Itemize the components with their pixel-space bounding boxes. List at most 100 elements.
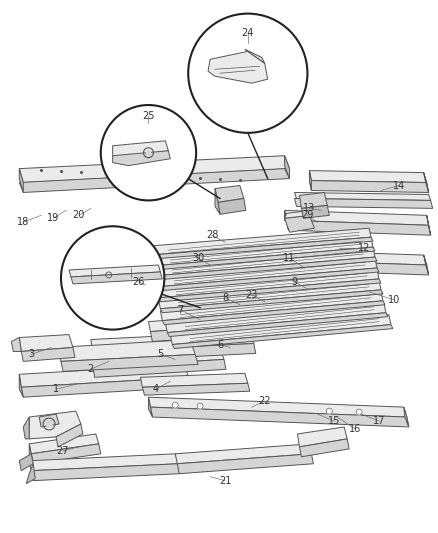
Polygon shape xyxy=(155,258,377,287)
Text: 20: 20 xyxy=(73,211,85,220)
Text: 3: 3 xyxy=(28,350,34,359)
Circle shape xyxy=(356,409,362,415)
Polygon shape xyxy=(427,215,431,235)
Polygon shape xyxy=(152,247,375,276)
Polygon shape xyxy=(113,141,168,159)
Polygon shape xyxy=(159,279,381,302)
Polygon shape xyxy=(160,290,383,313)
Polygon shape xyxy=(113,151,170,166)
Polygon shape xyxy=(285,211,311,219)
Circle shape xyxy=(197,403,203,409)
Polygon shape xyxy=(279,250,427,265)
Polygon shape xyxy=(91,348,224,367)
Polygon shape xyxy=(21,348,75,361)
Text: 23: 23 xyxy=(246,290,258,300)
Circle shape xyxy=(101,105,196,200)
Polygon shape xyxy=(142,383,250,395)
Polygon shape xyxy=(71,272,162,284)
Polygon shape xyxy=(170,314,391,344)
Polygon shape xyxy=(150,237,373,266)
Polygon shape xyxy=(91,332,254,351)
Text: 16: 16 xyxy=(349,424,361,434)
Circle shape xyxy=(61,226,164,329)
Circle shape xyxy=(172,402,178,408)
Polygon shape xyxy=(29,434,99,454)
Polygon shape xyxy=(404,407,409,427)
Circle shape xyxy=(46,421,52,427)
Polygon shape xyxy=(175,444,311,464)
Polygon shape xyxy=(294,192,431,200)
Polygon shape xyxy=(309,181,429,192)
Polygon shape xyxy=(155,257,377,280)
Polygon shape xyxy=(11,337,21,351)
Text: 26: 26 xyxy=(132,277,145,287)
Text: 13: 13 xyxy=(303,204,315,213)
Polygon shape xyxy=(69,265,160,277)
Polygon shape xyxy=(19,156,290,182)
Polygon shape xyxy=(309,171,311,190)
Text: 12: 12 xyxy=(358,243,370,253)
Polygon shape xyxy=(424,255,429,275)
Polygon shape xyxy=(215,185,244,203)
Text: 15: 15 xyxy=(328,416,340,426)
Polygon shape xyxy=(172,325,393,349)
Polygon shape xyxy=(148,397,407,417)
Text: 19: 19 xyxy=(47,213,59,223)
Polygon shape xyxy=(150,237,373,259)
Circle shape xyxy=(326,408,332,414)
Text: 1: 1 xyxy=(53,384,59,394)
Text: 29: 29 xyxy=(301,211,314,220)
Polygon shape xyxy=(167,313,388,336)
Polygon shape xyxy=(159,280,381,309)
Polygon shape xyxy=(215,189,220,214)
Text: 6: 6 xyxy=(217,340,223,350)
Polygon shape xyxy=(31,444,101,464)
Text: 25: 25 xyxy=(142,111,155,121)
Polygon shape xyxy=(31,464,180,481)
Text: 18: 18 xyxy=(17,217,29,227)
Circle shape xyxy=(146,151,150,155)
Polygon shape xyxy=(297,427,347,447)
Polygon shape xyxy=(156,269,379,298)
Text: 30: 30 xyxy=(192,253,204,263)
Polygon shape xyxy=(148,397,152,417)
Polygon shape xyxy=(148,312,288,332)
Polygon shape xyxy=(93,343,256,361)
Text: 5: 5 xyxy=(157,350,163,359)
Polygon shape xyxy=(160,291,383,321)
Polygon shape xyxy=(150,321,290,342)
Polygon shape xyxy=(156,268,379,291)
Polygon shape xyxy=(19,454,33,471)
Polygon shape xyxy=(19,365,188,387)
Text: 4: 4 xyxy=(152,384,159,394)
Circle shape xyxy=(188,14,307,133)
Text: 8: 8 xyxy=(222,293,228,303)
Polygon shape xyxy=(141,373,248,387)
Text: 24: 24 xyxy=(242,28,254,38)
Polygon shape xyxy=(285,156,290,179)
Polygon shape xyxy=(286,220,431,235)
Polygon shape xyxy=(29,411,81,439)
Polygon shape xyxy=(162,301,385,325)
Text: 28: 28 xyxy=(206,230,218,240)
Polygon shape xyxy=(150,407,409,427)
Text: 21: 21 xyxy=(219,475,231,486)
Polygon shape xyxy=(208,51,268,83)
Polygon shape xyxy=(61,354,198,372)
Text: 7: 7 xyxy=(177,305,184,314)
Text: 2: 2 xyxy=(88,365,94,374)
Text: 17: 17 xyxy=(373,416,385,426)
Polygon shape xyxy=(282,260,429,275)
Text: 27: 27 xyxy=(57,446,69,456)
Polygon shape xyxy=(285,211,289,230)
Text: 22: 22 xyxy=(258,396,271,406)
Polygon shape xyxy=(301,205,329,219)
Polygon shape xyxy=(29,454,178,471)
Polygon shape xyxy=(165,303,386,333)
Polygon shape xyxy=(39,414,59,427)
Polygon shape xyxy=(29,444,33,464)
Text: 10: 10 xyxy=(388,295,400,305)
Polygon shape xyxy=(93,359,226,377)
Polygon shape xyxy=(424,173,429,192)
Polygon shape xyxy=(23,417,29,439)
